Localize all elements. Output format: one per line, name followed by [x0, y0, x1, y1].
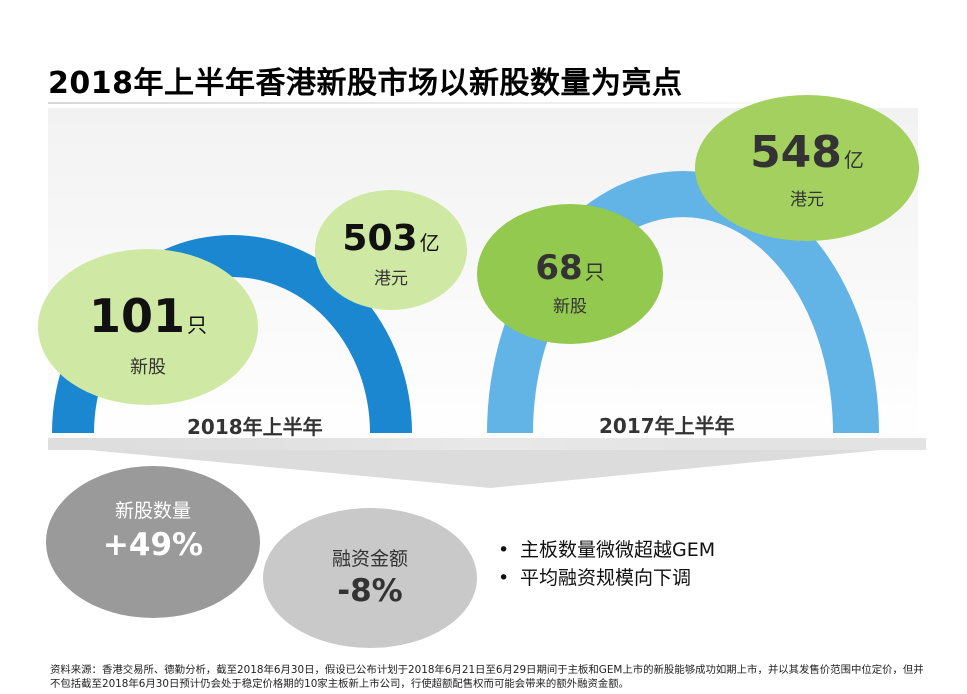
- bullet-item: • 平均融资规模向下调: [498, 564, 715, 592]
- funds-2018-label: 港元: [374, 269, 408, 289]
- change-listings-value: +49%: [102, 527, 204, 563]
- change-listings-label: 新股数量: [114, 500, 191, 522]
- bubble-548: [695, 95, 919, 241]
- bubble-503-text: 503 亿 港元: [321, 218, 461, 289]
- listings-2017-label: 新股: [553, 297, 587, 317]
- bubble-548-text: 548 亿 港元: [737, 127, 877, 211]
- funnel-shape: [90, 450, 880, 488]
- circle-listings: [46, 466, 260, 618]
- footnote: 资料来源：香港交易所、德勤分析，截至2018年6月30日，假设已公布计划于201…: [50, 663, 930, 691]
- change-funds-value: -8%: [337, 573, 403, 609]
- bullet-symbol: •: [498, 539, 510, 561]
- bubble-68-text: 68 只 新股: [500, 248, 640, 317]
- change-funds-label: 融资金额: [331, 548, 408, 570]
- funds-2018-unit: 亿: [419, 231, 440, 255]
- bullet-item: • 主板数量微微超越GEM: [498, 536, 715, 564]
- bubble-68: [477, 204, 663, 344]
- funds-2018-value: 503: [342, 218, 418, 259]
- listings-2018-value: 101: [88, 289, 186, 343]
- funds-2017-unit: 亿: [843, 148, 864, 172]
- listings-2018-label: 新股: [130, 357, 166, 378]
- bullet-list: • 主板数量微微超越GEM • 平均融资规模向下调: [498, 536, 715, 592]
- change-funds: 融资金额 -8%: [290, 544, 450, 609]
- circle-funds: [263, 508, 477, 648]
- bubble-101: [38, 249, 258, 405]
- bubble-503: [315, 190, 467, 310]
- bullet-symbol: •: [498, 567, 510, 589]
- period-label-2017: 2017年上半年: [599, 414, 735, 438]
- bubble-101-text: 101 只 新股: [68, 290, 228, 379]
- listings-2017-value: 68: [535, 248, 583, 288]
- footnote-line: 资料来源：香港交易所、德勤分析，截至2018年6月30日，假设已公布计划于201…: [50, 664, 924, 676]
- period-label-2018: 2018年上半年: [187, 415, 323, 439]
- funds-2017-value: 548: [750, 127, 842, 178]
- funds-2017-label: 港元: [790, 190, 824, 210]
- title-divider: [48, 102, 918, 104]
- change-listings: 新股数量 +49%: [73, 496, 233, 563]
- listings-2018-unit: 只: [187, 313, 208, 337]
- footnote-line: 不包括截至2018年6月30日预计仍会处于稳定价格期的10家主板新上市公司，行使…: [50, 678, 630, 690]
- listings-2017-unit: 只: [584, 260, 605, 284]
- page-title: 2018年上半年香港新股市场以新股数量为亮点: [48, 66, 683, 101]
- divider-band: [48, 438, 926, 450]
